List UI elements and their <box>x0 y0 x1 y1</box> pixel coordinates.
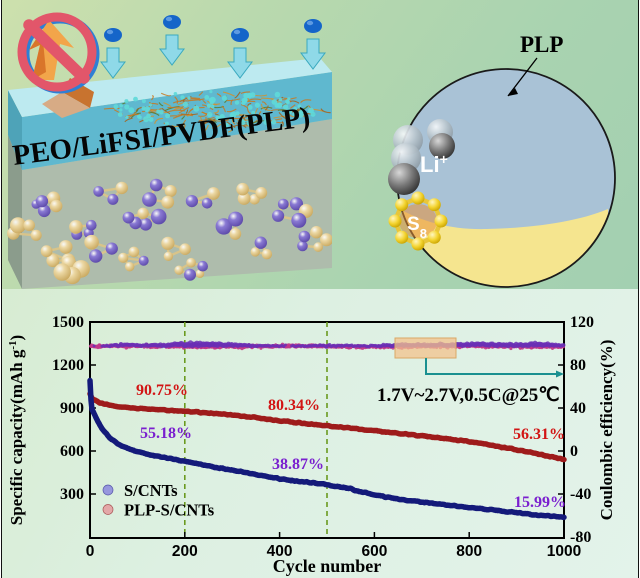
svg-text:-80: -80 <box>570 529 591 546</box>
svg-text:80.34%: 80.34% <box>268 397 320 414</box>
svg-text:-40: -40 <box>570 486 591 503</box>
svg-text:PLP-S/CNTs: PLP-S/CNTs <box>124 501 215 520</box>
svg-text:800: 800 <box>456 543 482 560</box>
svg-text:15.99%: 15.99% <box>514 494 566 511</box>
svg-text:1.7V~2.7V,0.5C@25℃: 1.7V~2.7V,0.5C@25℃ <box>377 385 560 406</box>
svg-text:900: 900 <box>60 400 84 417</box>
svg-text:80: 80 <box>570 357 586 374</box>
svg-text:38.87%: 38.87% <box>272 456 324 473</box>
svg-text:Coulombic efficiency(%): Coulombic efficiency(%) <box>597 340 616 521</box>
svg-text:56.31%: 56.31% <box>513 426 565 443</box>
svg-text:Cycle number: Cycle number <box>273 556 381 576</box>
svg-text:1200: 1200 <box>52 357 84 374</box>
svg-text:PLP: PLP <box>520 32 563 57</box>
svg-text:0: 0 <box>86 543 95 560</box>
svg-text:S/CNTs: S/CNTs <box>124 481 178 500</box>
svg-text:0: 0 <box>570 443 578 460</box>
svg-text:300: 300 <box>60 486 84 503</box>
svg-text:55.18%: 55.18% <box>140 425 192 442</box>
svg-text:200: 200 <box>172 543 198 560</box>
svg-text:90.75%: 90.75% <box>136 382 188 399</box>
svg-text:1500: 1500 <box>52 314 84 331</box>
svg-text:600: 600 <box>60 443 84 460</box>
svg-text:Specific capacity(mAh g-1): Specific capacity(mAh g-1) <box>7 335 26 525</box>
svg-text:40: 40 <box>570 400 586 417</box>
